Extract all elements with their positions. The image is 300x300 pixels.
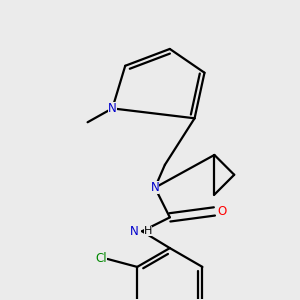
Text: O: O [217, 205, 226, 218]
Text: N: N [130, 225, 139, 238]
Text: H: H [144, 226, 152, 236]
Text: N: N [108, 102, 117, 115]
Text: Cl: Cl [96, 253, 107, 266]
Text: N: N [151, 181, 159, 194]
